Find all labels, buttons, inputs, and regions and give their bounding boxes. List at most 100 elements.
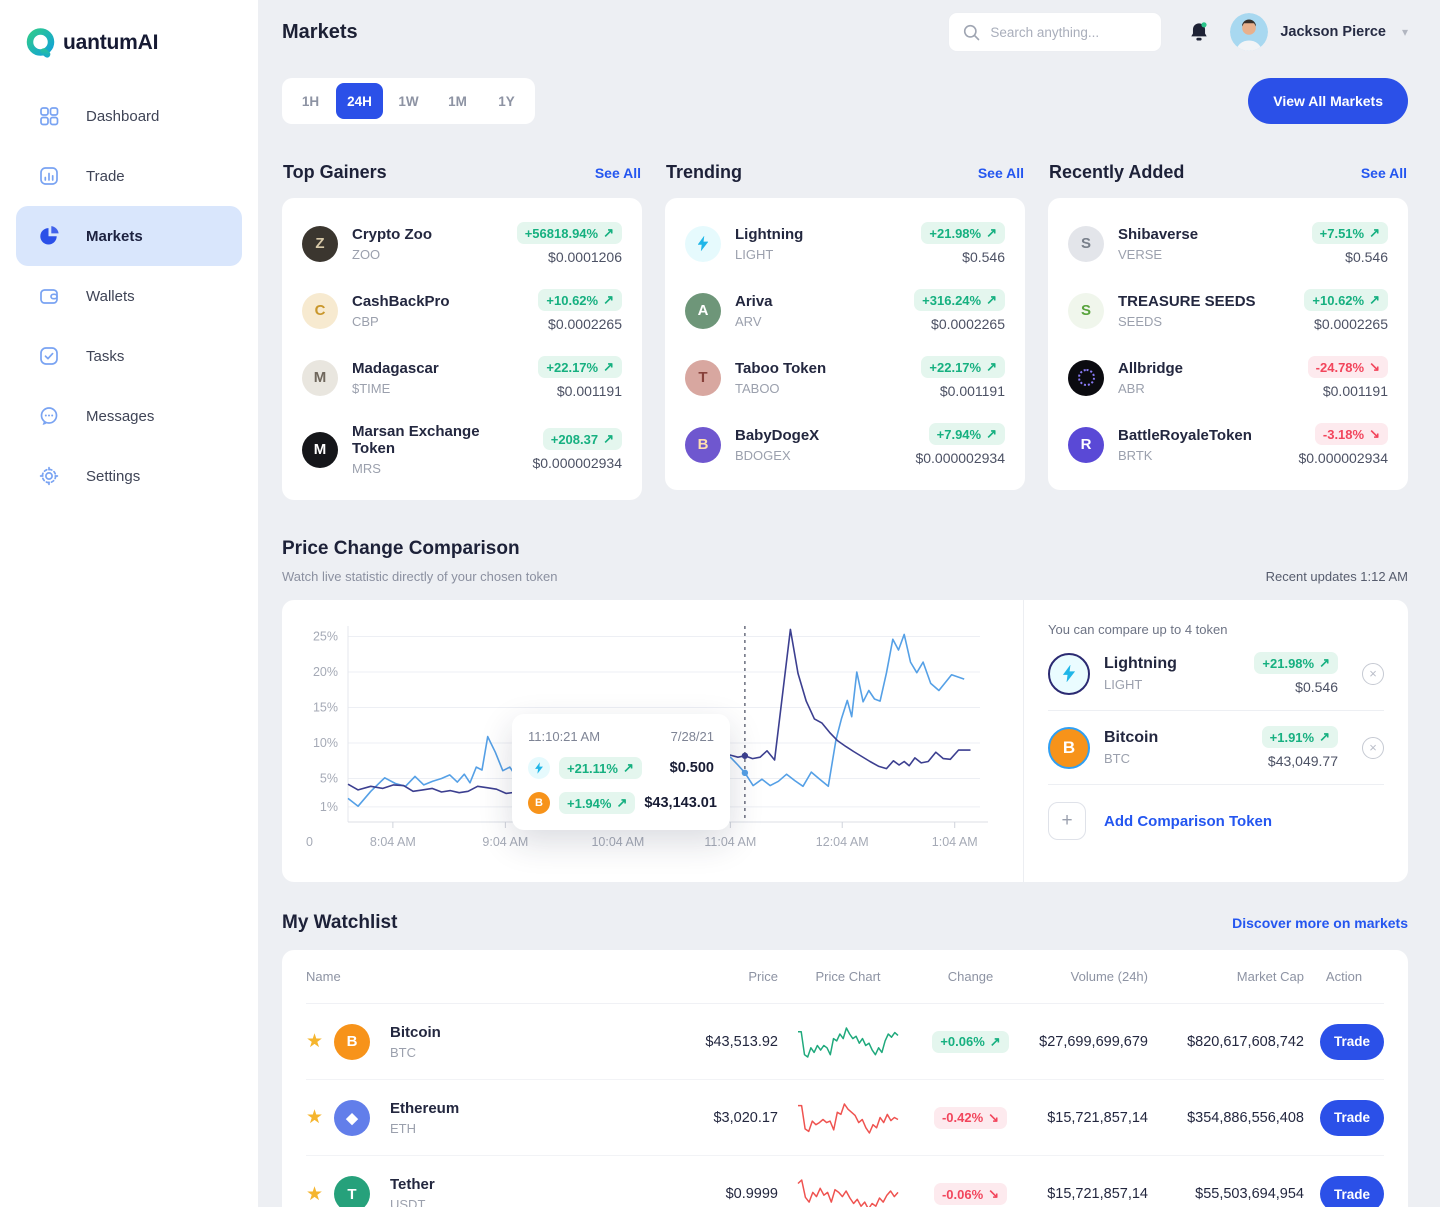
change-badge: +56818.94% ↗ [516,222,622,244]
token-symbol: CBP [352,313,379,329]
token-symbol: ARV [735,313,762,329]
tab-1m[interactable]: 1M [434,83,481,119]
token-row[interactable]: A Ariva ARV +316.24% ↗ $0.0002265 [685,289,1005,332]
svg-text:1%: 1% [320,800,338,814]
change-badge: -24.78% ↘ [1307,356,1388,378]
token-row[interactable]: S TREASURE SEEDS SEEDS +10.62% ↗ $0.0002265 [1068,289,1388,332]
see-all-link[interactable]: See All [594,165,641,181]
search-input[interactable] [990,24,1149,40]
token-row[interactable]: M Madagascar $TIME +22.17% ↗ $0.001191 [302,356,622,399]
trade-button[interactable]: Trade [1320,1023,1384,1060]
svg-text:15%: 15% [313,701,338,715]
tab-1y[interactable]: 1Y [483,83,530,119]
token-row[interactable]: Z Crypto Zoo ZOO +56818.94% ↗ $0.0001206 [302,222,622,265]
token-price: $0.000002934 [915,450,1005,466]
trend-arrow-icon: ↗ [603,225,614,240]
ethereum-icon: ◆ [334,1099,370,1136]
token-icon: S [1068,225,1104,262]
sidebar-item-settings[interactable]: Settings [16,446,242,506]
token-row[interactable]: M Marsan Exchange Token MRS +208.37 ↗ $0.00… [302,423,622,476]
sidebar-item-wallets[interactable]: Wallets [16,266,242,326]
sidebar-item-markets[interactable]: Markets [16,206,242,266]
token-row[interactable]: B BabyDogeX BDOGEX +7.94% ↗ $0.000002934 [685,423,1005,466]
add-comparison-token-button[interactable]: + Add Comparison Token [1048,785,1272,840]
table-header-row: Name Price Price Chart Change Volume (24… [306,950,1384,1004]
see-all-link[interactable]: See All [977,165,1024,181]
comparison-token-row[interactable]: B Bitcoin BTC +1.91% ↗ $43,049.77 × [1048,711,1384,785]
bitcoin-icon: B [528,792,550,814]
user-name: Jackson Pierce [1280,24,1386,40]
search-box[interactable] [948,12,1163,52]
favorite-star-icon[interactable]: ★ [306,1030,334,1053]
change-badge: +7.51% ↗ [1311,222,1388,244]
tab-24h[interactable]: 24H [336,83,383,119]
token-row[interactable]: T Taboo Token TABOO +22.17% ↗ $0.001191 [685,356,1005,399]
change-badge: +22.17% ↗ [921,356,1005,378]
token-name: Crypto Zoo [352,225,432,243]
svg-text:25%: 25% [313,630,338,644]
token-row[interactable]: S Shibaverse VERSE +7.51% ↗ $0.546 [1068,222,1388,265]
token-row[interactable]: R BattleRoyaleToken BRTK -3.18% ↘ $0.000002… [1068,423,1388,466]
table-row[interactable]: ★ B Bitcoin BTC $43,513.92 +0.06% ↗ $27,69… [306,1004,1384,1080]
trade-button[interactable]: Trade [1320,1176,1384,1207]
tab-1h[interactable]: 1H [287,83,334,119]
favorite-star-icon[interactable]: ★ [306,1183,334,1206]
notifications-button[interactable] [1186,20,1212,45]
trade-chart-icon [38,165,60,187]
favorite-star-icon[interactable]: ★ [306,1106,334,1129]
lightning-icon [1048,652,1090,695]
token-price: $3,020.17 [713,1109,778,1126]
price-sparkline [778,1022,918,1062]
svg-text:1:04 AM: 1:04 AM [932,835,978,849]
trend-arrow-icon: ↗ [603,292,614,307]
remove-token-button[interactable]: × [1362,662,1384,685]
token-icon [1068,359,1104,396]
token-price: $0.0001206 [548,249,622,265]
token-name: BattleRoyaleToken [1118,426,1252,444]
table-row[interactable]: ★ T Tether USDT $0.9999 -0.06% ↘ $15,721,8… [306,1156,1384,1207]
change-badge: +0.06% ↗ [932,1030,1009,1053]
app-logo: uantumAI [0,0,258,62]
see-all-link[interactable]: See All [1360,165,1407,181]
trade-button[interactable]: Trade [1320,1099,1384,1136]
sidebar-item-label: Messages [86,407,155,425]
messages-bubble-icon [38,405,60,427]
token-symbol: LIGHT [735,246,774,262]
sidebar-item-tasks[interactable]: Tasks [16,326,242,386]
token-icon [685,225,721,262]
tooltip-time: 11:10:21 AM [528,729,601,744]
tab-1w[interactable]: 1W [385,83,432,119]
token-icon: S [1068,292,1104,329]
price-sparkline [778,1174,918,1207]
token-row[interactable]: C CashBackPro CBP +10.62% ↗ $0.0002265 [302,289,622,332]
token-symbol: VERSE [1118,246,1163,262]
column-change: Change [947,969,994,984]
comparison-token-row[interactable]: Lightning LIGHT +21.98% ↗ $0.546 × [1048,637,1384,711]
tooltip-row: B +1.94% ↗ $43,143.01 [528,792,717,814]
token-row[interactable]: Lightning LIGHT +21.98% ↗ $0.546 [685,222,1005,265]
token-row[interactable]: Allbridge ABR -24.78% ↘ $0.001191 [1068,356,1388,399]
trend-arrow-icon: ↗ [1319,655,1330,670]
user-menu[interactable]: Jackson Pierce ▾ [1230,13,1408,51]
token-market-cap: $820,617,608,742 [1187,1033,1304,1050]
discover-markets-link[interactable]: Discover more on markets [1232,915,1408,931]
remove-token-button[interactable]: × [1362,736,1384,759]
tooltip-row: +21.11% ↗ $0.500 [528,757,714,779]
tether-icon: T [334,1176,370,1207]
trend-arrow-icon: ↗ [986,426,997,441]
trend-arrow-icon: ↗ [986,225,997,240]
recently-added-section: Recently Added See All S Shibaverse VERSE… [1048,162,1408,500]
svg-text:9:04 AM: 9:04 AM [482,835,528,849]
section-title: Recently Added [1049,162,1185,182]
view-all-markets-button[interactable]: View All Markets [1248,78,1408,124]
token-icon: M [302,359,338,396]
svg-text:10:04 AM: 10:04 AM [591,835,644,849]
table-row[interactable]: ★ ◆ Ethereum ETH $3,020.17 -0.42% ↘ $15,72… [306,1080,1384,1156]
sidebar-item-messages[interactable]: Messages [16,386,242,446]
token-icon: M [302,431,338,468]
sidebar-item-dashboard[interactable]: Dashboard [16,86,242,146]
comparison-chart[interactable]: 25% 20% 15% 10% 5% 1% 8:04 AM 9:04 AM 10:04 AM 11… [282,600,1024,882]
sidebar-item-trade[interactable]: Trade [16,146,242,206]
token-price: $0.001191 [556,383,622,399]
dashboard-grid-icon [38,105,60,127]
